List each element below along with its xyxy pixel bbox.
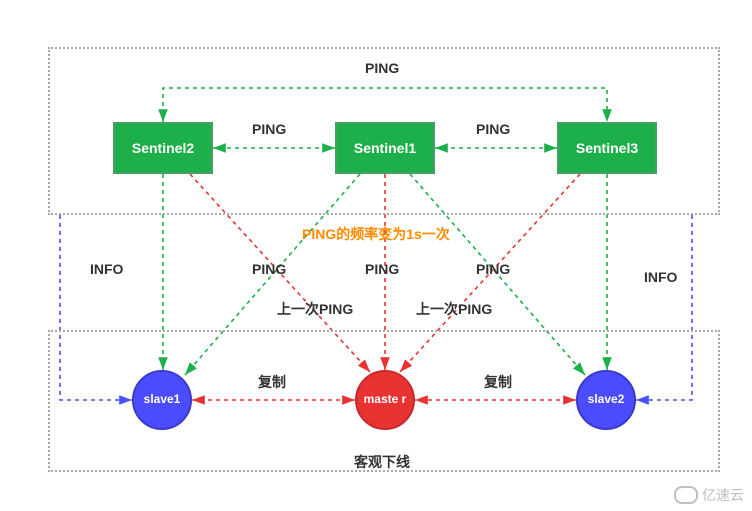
info-left-label: INFO [90,261,123,277]
replicate-left-label: 复制 [258,372,286,392]
last-ping-right-label: 上一次PING [416,299,492,319]
slave1-label: slave1 [144,393,181,406]
slave2-node: slave2 [576,370,636,430]
ping-left-label: PING [252,261,286,277]
watermark: 亿速云 [674,485,744,505]
sentinel3-label: Sentinel3 [576,140,638,156]
watermark-text: 亿速云 [702,485,744,505]
sentinel3-node: Sentinel3 [557,122,657,174]
ping-s12-label: PING [252,121,286,137]
sentinel1-node: Sentinel1 [335,122,435,174]
master-label: maste r [364,393,407,406]
sentinel1-label: Sentinel1 [354,140,416,156]
master-node: maste r [355,370,415,430]
ping-top-label: PING [365,60,399,76]
replicate-right-label: 复制 [484,372,512,392]
diagram-canvas: { "groups": { "top": { "x": 48, "y": 47,… [0,0,752,511]
ping-frequency-label: PING的频率变为1s一次 [302,224,450,244]
sentinel2-node: Sentinel2 [113,122,213,174]
ping-right-label: PING [476,261,510,277]
last-ping-left-label: 上一次PING [277,299,353,319]
sentinel2-label: Sentinel2 [132,140,194,156]
ping-mid-label: PING [365,261,399,277]
info-right-label: INFO [644,269,677,285]
watermark-logo-icon [674,486,698,504]
objective-offline-label: 客观下线 [354,452,410,472]
ping-s13-label: PING [476,121,510,137]
slave1-node: slave1 [132,370,192,430]
slave2-label: slave2 [588,393,625,406]
